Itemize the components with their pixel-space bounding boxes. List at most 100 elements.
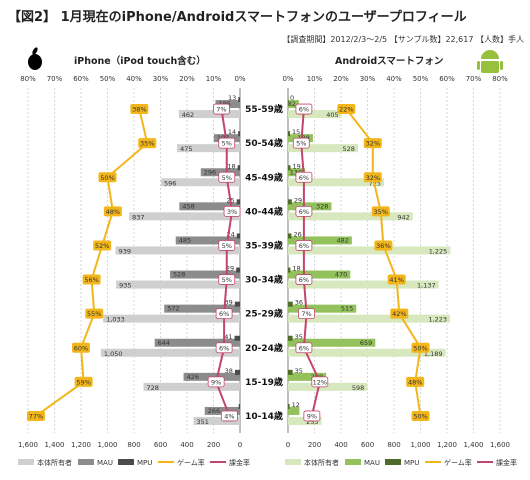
game-rate-label: 50%	[100, 174, 114, 182]
legend-label: 課金率	[229, 458, 250, 467]
mau-value-label: 482	[336, 236, 348, 244]
billing-rate-label: 6%	[219, 310, 229, 318]
game-rate-marker	[138, 138, 157, 149]
billing-rate-label: 9%	[211, 378, 221, 386]
billing-rate-label: 6%	[299, 344, 309, 352]
mpu-value-label: 35	[295, 333, 303, 341]
bar-tick-label: 1,000	[410, 441, 430, 449]
owners-value-label: 1,189	[424, 350, 443, 358]
mau-bar	[288, 406, 300, 415]
billing-rate-marker	[295, 103, 313, 115]
mau-bar	[179, 202, 240, 211]
game-rate-marker	[374, 240, 393, 251]
pct-tick-label: 80%	[20, 75, 36, 83]
bar-tick-label: 1,600	[18, 441, 38, 449]
owners-value-label: 253	[306, 418, 318, 426]
owners-bar	[288, 382, 368, 391]
age-category-label: 20-24歳	[245, 342, 283, 354]
legend-label: 本体所有者	[304, 458, 339, 467]
mpu-bar	[236, 233, 240, 239]
owners-bar	[288, 314, 451, 323]
billing-rate-marker	[218, 137, 236, 149]
age-category-label: 15-19歳	[245, 376, 283, 388]
mpu-value-label: 29	[226, 265, 234, 273]
pct-tick-label: 10%	[206, 75, 222, 83]
billing-rate-marker	[311, 376, 329, 388]
game-rate-label: 38%	[132, 106, 146, 114]
mau-bar	[288, 270, 351, 279]
bar-tick-label: 400	[180, 441, 193, 449]
mau-bar	[154, 338, 240, 347]
owners-bar	[103, 314, 240, 323]
billing-rate-marker	[295, 342, 313, 354]
game-rate-marker	[363, 172, 382, 183]
game-rate-marker	[371, 206, 390, 217]
mpu-bar	[288, 233, 292, 239]
owners-value-label: 1,225	[429, 247, 448, 255]
mau-value-label: 426	[187, 373, 199, 381]
mpu-value-label: 19	[293, 162, 301, 170]
mpu-bar	[238, 403, 240, 409]
owners-bar	[288, 280, 439, 289]
pct-tick-label: 50%	[100, 75, 116, 83]
game-rate-marker	[411, 410, 430, 421]
apple-body	[28, 54, 42, 70]
pct-tick-label: 0%	[234, 75, 245, 83]
mau-bar	[164, 304, 240, 313]
bar-tick-label: 800	[387, 441, 400, 449]
pct-tick-label: 80%	[492, 75, 508, 83]
billing-rate-line	[300, 108, 321, 417]
owners-value-label: 1,137	[417, 282, 436, 290]
game-rate-label: 48%	[408, 378, 422, 386]
billing-rate-marker	[295, 274, 313, 285]
pct-tick-label: 40%	[386, 75, 402, 83]
billing-rate-marker	[215, 342, 233, 354]
billing-rate-marker	[223, 205, 241, 217]
mpu-bar	[288, 335, 293, 341]
billing-rate-label: 5%	[296, 140, 306, 148]
billing-rate-label: 6%	[299, 208, 309, 216]
bar-tick-label: 1,400	[44, 441, 64, 449]
mpu-value-label: 12	[292, 401, 300, 409]
owners-value-label: 596	[164, 179, 176, 187]
legend-label: 課金率	[496, 458, 517, 467]
owners-bar	[178, 110, 240, 119]
mpu-bar	[238, 131, 240, 137]
billing-rate-marker	[303, 410, 321, 422]
game-rate-marker	[103, 206, 122, 217]
mpu-value-label: 26	[293, 230, 301, 238]
billing-rate-marker	[295, 205, 313, 217]
billing-rate-marker	[213, 103, 230, 115]
mau-value-label: 82	[288, 100, 296, 108]
mau-bar	[175, 236, 240, 245]
owners-value-label: 598	[352, 384, 364, 392]
owners-bar	[193, 416, 240, 425]
legend-swatch	[345, 459, 361, 465]
mpu-bar	[237, 165, 240, 171]
mau-bar	[288, 304, 357, 313]
mpu-bar	[288, 267, 291, 273]
android-body	[481, 61, 499, 73]
mau-value-label: 485	[179, 236, 191, 244]
iphone-subtitle: iPhone（iPod touch含む）	[74, 55, 206, 67]
age-category-label: 55-59歳	[245, 103, 283, 115]
game-rate-label: 36%	[376, 242, 390, 250]
bar-tick-label: 1,200	[71, 441, 91, 449]
pct-tick-label: 70%	[47, 75, 63, 83]
game-rate-line	[345, 108, 422, 417]
pct-tick-label: 70%	[466, 75, 482, 83]
billing-rate-label: 12%	[313, 378, 327, 386]
mpu-bar	[234, 369, 240, 375]
android-head	[481, 50, 499, 59]
billing-rate-label: 3%	[227, 208, 237, 216]
owners-value-label: 1,050	[104, 350, 123, 358]
android-subtitle: Androidスマートフォン	[335, 56, 443, 67]
bar-tick-label: 200	[207, 441, 220, 449]
owners-value-label: 728	[147, 384, 159, 392]
mau-bar	[288, 236, 352, 245]
mpu-bar	[236, 267, 240, 273]
android-arm	[500, 61, 503, 70]
game-rate-marker	[130, 104, 149, 115]
mpu-value-label: 18	[227, 162, 235, 170]
